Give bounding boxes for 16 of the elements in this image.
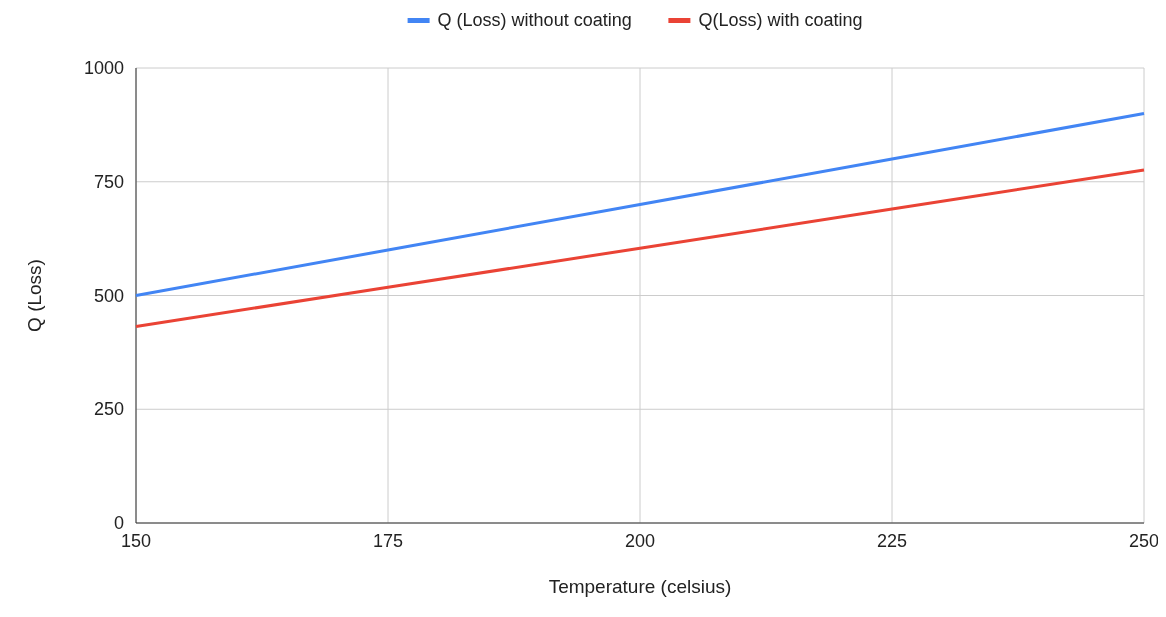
y-tick-label: 500 xyxy=(93,285,124,306)
y-tick-label: 750 xyxy=(93,171,124,192)
y-axis-title: Q (Loss) xyxy=(24,259,45,332)
x-tick-label: 150 xyxy=(120,531,152,551)
x-tick-label: 250 xyxy=(1128,531,1160,551)
y-tick-label: 0 xyxy=(113,513,124,533)
legend-label: Q (Loss) without coating xyxy=(437,10,632,30)
line-series xyxy=(134,168,1146,328)
x-tick-label: 225 xyxy=(876,531,908,551)
y-tick-label: 250 xyxy=(93,399,124,420)
legend-label: Q(Loss) with coating xyxy=(698,10,863,30)
x-tick-label: 200 xyxy=(624,531,656,551)
line-series xyxy=(134,112,1146,297)
x-axis-title: Temperature (celsius) xyxy=(548,576,732,597)
x-tick-label: 175 xyxy=(372,531,404,551)
y-tick-label: 1000 xyxy=(83,58,124,78)
